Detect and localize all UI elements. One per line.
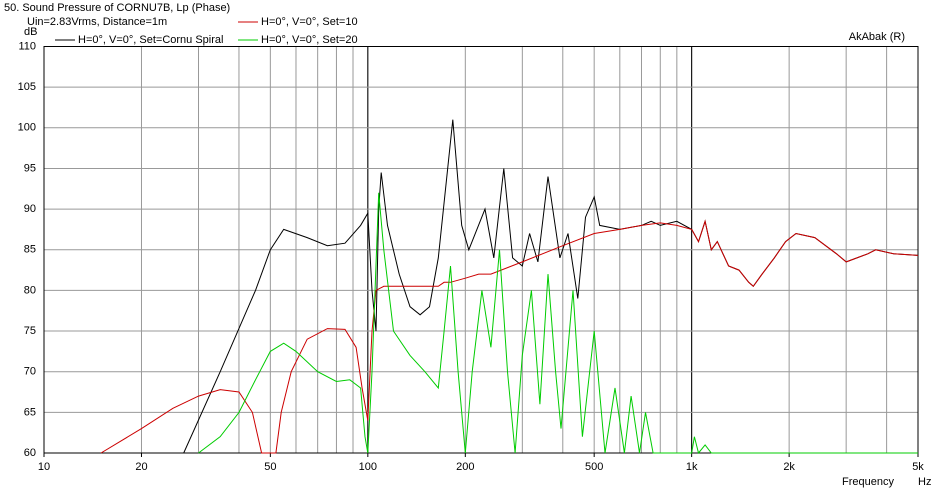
subtitle: Uin=2.83Vrms, Distance=1m (27, 16, 167, 28)
y-tick-label: 100 (18, 122, 36, 134)
x-tick-label: 20 (135, 461, 147, 473)
legend-label: H=0°, V=0°, Set=20 (261, 34, 358, 46)
x-tick-label: 1k (686, 461, 698, 473)
x-tick-label: 2k (783, 461, 795, 473)
x-axis-label: Frequency (842, 476, 894, 488)
x-tick-label: 50 (264, 461, 276, 473)
y-tick-label: 85 (24, 244, 36, 256)
x-tick-label: 200 (456, 461, 474, 473)
y-axis-label: dB (24, 26, 37, 38)
y-tick-label: 90 (24, 203, 36, 215)
x-tick-label: 100 (359, 461, 377, 473)
x-tick-label: 10 (38, 461, 50, 473)
y-tick-label: 95 (24, 162, 36, 174)
y-tick-label: 110 (18, 40, 36, 52)
x-tick-label: 500 (585, 461, 603, 473)
y-tick-label: 80 (24, 284, 36, 296)
chart-title: 50. Sound Pressure of CORNU7B, Lp (Phase… (4, 2, 230, 14)
series-line (100, 219, 919, 454)
legend-label: H=0°, V=0°, Set=Cornu Spiral (78, 34, 223, 46)
y-tick-label: 75 (24, 325, 36, 337)
legend-label: H=0°, V=0°, Set=10 (261, 16, 358, 28)
x-unit: Hz (918, 476, 931, 488)
plot-frame (43, 46, 919, 454)
y-tick-label: 70 (24, 366, 36, 378)
y-tick-label: 105 (18, 81, 36, 93)
y-tick-label: 65 (24, 406, 36, 418)
series-line (198, 192, 918, 455)
x-tick-label: 5k (912, 461, 924, 473)
annotation: AkAbak (R) (849, 31, 905, 43)
y-tick-label: 60 (24, 447, 36, 459)
